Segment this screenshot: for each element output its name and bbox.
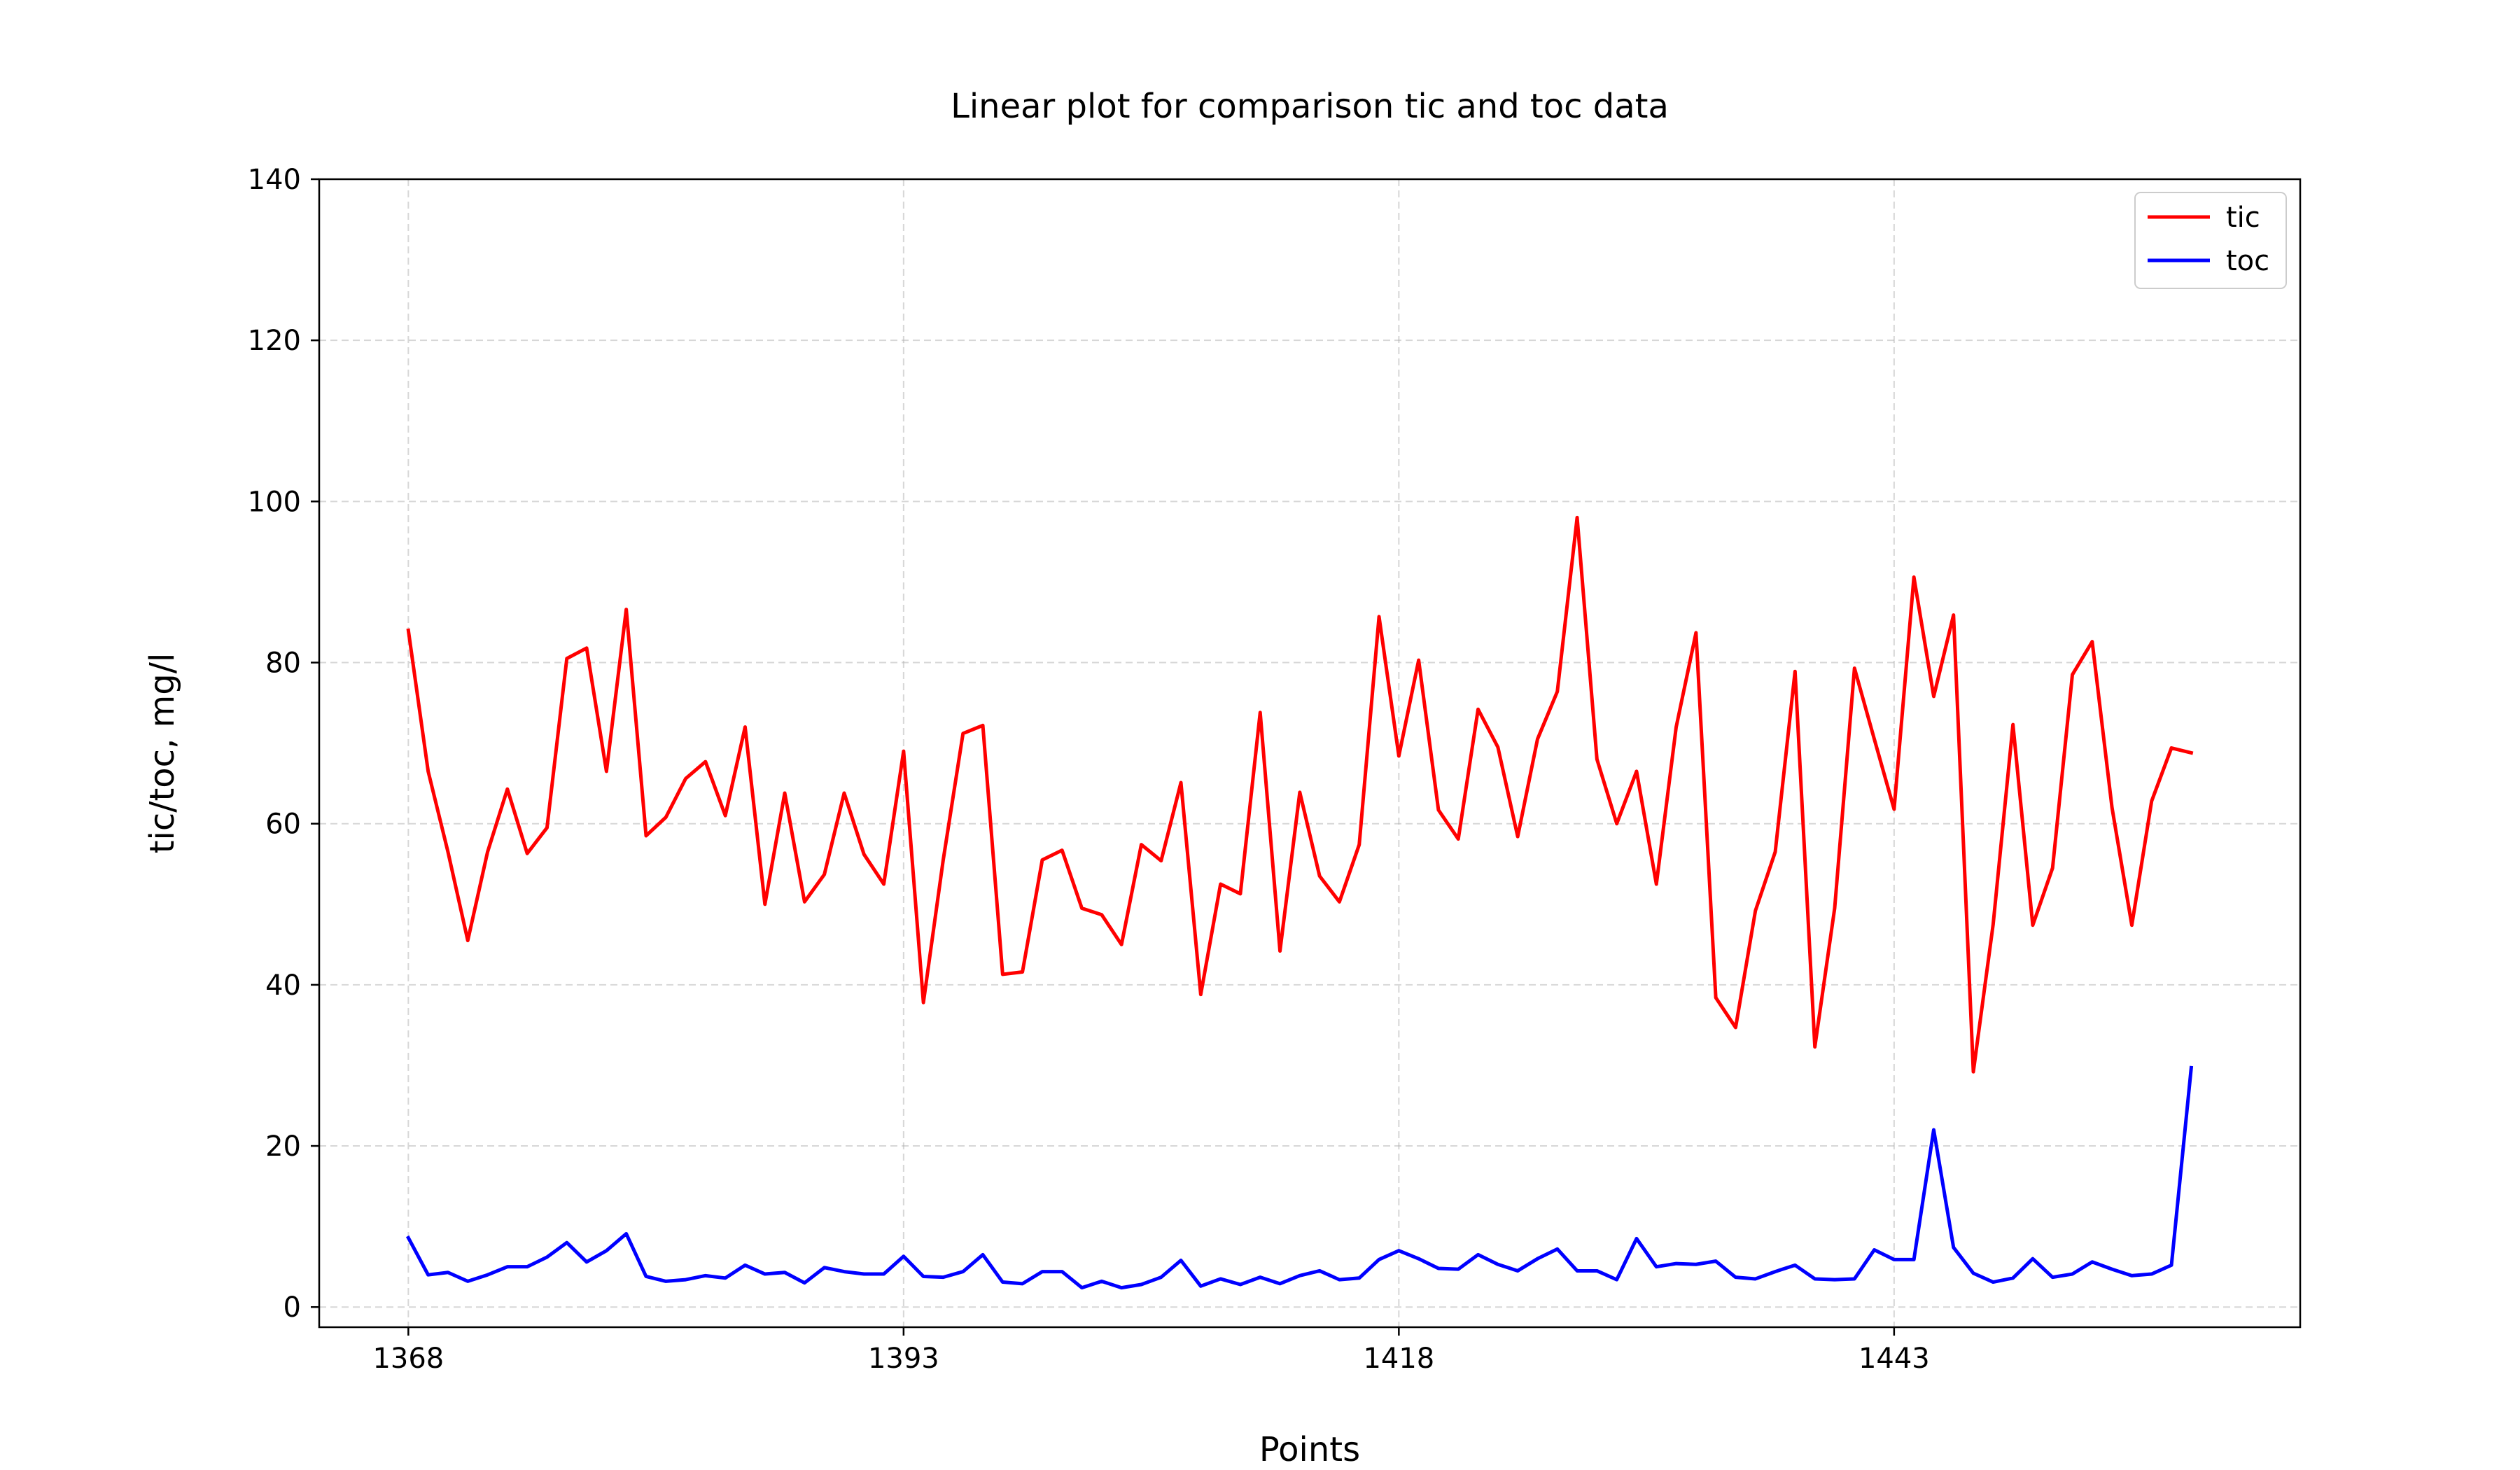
- x-tick-label: 1393: [868, 1343, 939, 1375]
- x-tick-label: 1443: [1858, 1343, 1930, 1375]
- y-tick-label: 40: [265, 969, 301, 1002]
- y-axis-label: tic/toc, mg/l: [143, 653, 182, 854]
- y-tick-label: 80: [265, 648, 301, 680]
- x-tick-label: 1368: [372, 1343, 444, 1375]
- series-layer: [405, 515, 2194, 1290]
- x-axis-label: Points: [1259, 1430, 1360, 1469]
- y-tick-label: 20: [265, 1130, 301, 1163]
- y-tick-label: 120: [248, 325, 301, 357]
- ticks: 0 20 40 60 80 100 120 140 1368 1393 1418 1443: [248, 164, 1930, 1375]
- legend-label-tic: tic: [2226, 202, 2260, 234]
- series-line-toc: [405, 1065, 2194, 1290]
- y-tick-label: 60: [265, 808, 301, 841]
- legend-label-toc: toc: [2226, 245, 2269, 277]
- y-tick-label: 100: [248, 486, 301, 518]
- series-line-tic: [406, 515, 2194, 1074]
- x-tick-label: 1418: [1363, 1343, 1434, 1375]
- y-tick-label: 0: [284, 1292, 301, 1324]
- axes-frame: [318, 178, 2302, 1329]
- legend: tic toc: [2134, 192, 2287, 289]
- y-tick-label: 140: [248, 164, 301, 196]
- chart-title: Linear plot for comparison tic and toc d…: [951, 87, 1669, 126]
